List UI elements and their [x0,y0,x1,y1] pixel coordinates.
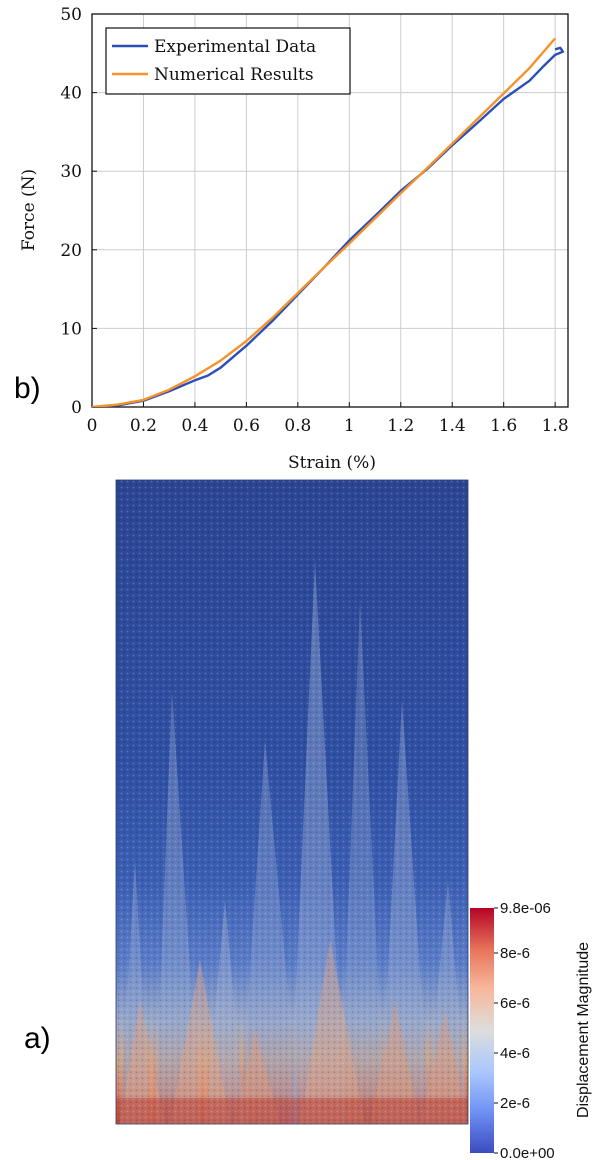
field-border [115,479,469,1125]
colorbar-title: Displacement Magnitude [575,942,592,1118]
x-tick-label: 1.4 [439,416,466,436]
panel-label-b: b) [14,372,41,405]
colorbar-tick-label: 8e-6 [500,945,530,962]
y-tick-label: 20 [60,241,82,261]
x-tick-label: 1.6 [490,416,517,436]
displacement-field-plot [115,479,469,1125]
legend-label-numerical: Numerical Results [154,65,314,85]
field-texture [116,480,468,1124]
x-tick-label: 0.8 [284,416,311,436]
x-tick-label: 0.4 [181,416,208,436]
colorbar-gradient [470,908,494,1153]
x-tick-label: 1.2 [387,416,414,436]
legend-box [105,27,351,95]
x-axis-label: Strain (%) [288,453,376,473]
y-tick-label: 10 [60,319,82,339]
panel-label-a: a) [24,1022,51,1055]
x-axis-ticks: 0 0.2 0.4 0.6 0.8 1 1.2 1.4 1.6 1.8 [87,402,569,436]
series-line-numerical [92,37,557,407]
colorbar-tick-label: 2e-6 [500,1095,530,1112]
y-tick-label: 0 [71,398,82,418]
y-tick-label: 30 [60,162,82,182]
x-tick-label: 0 [87,416,98,436]
colorbar-tick-label: 4e-6 [500,1045,530,1062]
legend-label-experimental: Experimental Data [154,37,316,57]
series-line-experimental [92,46,565,407]
series-layer [92,37,565,407]
colorbar: 9.8e-06 8e-6 6e-6 4e-6 2e-6 0.0e+00 Displacem… [470,900,592,1160]
y-axis-label: Force (N) [19,169,39,251]
y-tick-label: 40 [60,84,82,104]
chart-legend: Experimental Data Numerical Results [105,27,351,95]
colorbar-tick-label: 0.0e+00 [500,1145,555,1160]
x-tick-label: 1.8 [542,416,569,436]
colorbar-ticks: 9.8e-06 8e-6 6e-6 4e-6 2e-6 0.0e+00 [494,900,555,1160]
y-tick-label: 50 [60,5,82,25]
colorbar-tick-label: 9.8e-06 [500,900,551,917]
colorbar-tick-label: 6e-6 [500,995,530,1012]
y-axis-ticks: 0 10 20 30 40 50 [60,5,97,418]
x-tick-label: 0.6 [233,416,260,436]
x-tick-label: 1 [344,416,355,436]
force-strain-chart: 0 0.2 0.4 0.6 0.8 1 1.2 1.4 1.6 1.8 0 10 20 30 40 50 S… [19,5,569,473]
x-tick-label: 0.2 [130,416,157,436]
plot-frame [91,13,569,408]
